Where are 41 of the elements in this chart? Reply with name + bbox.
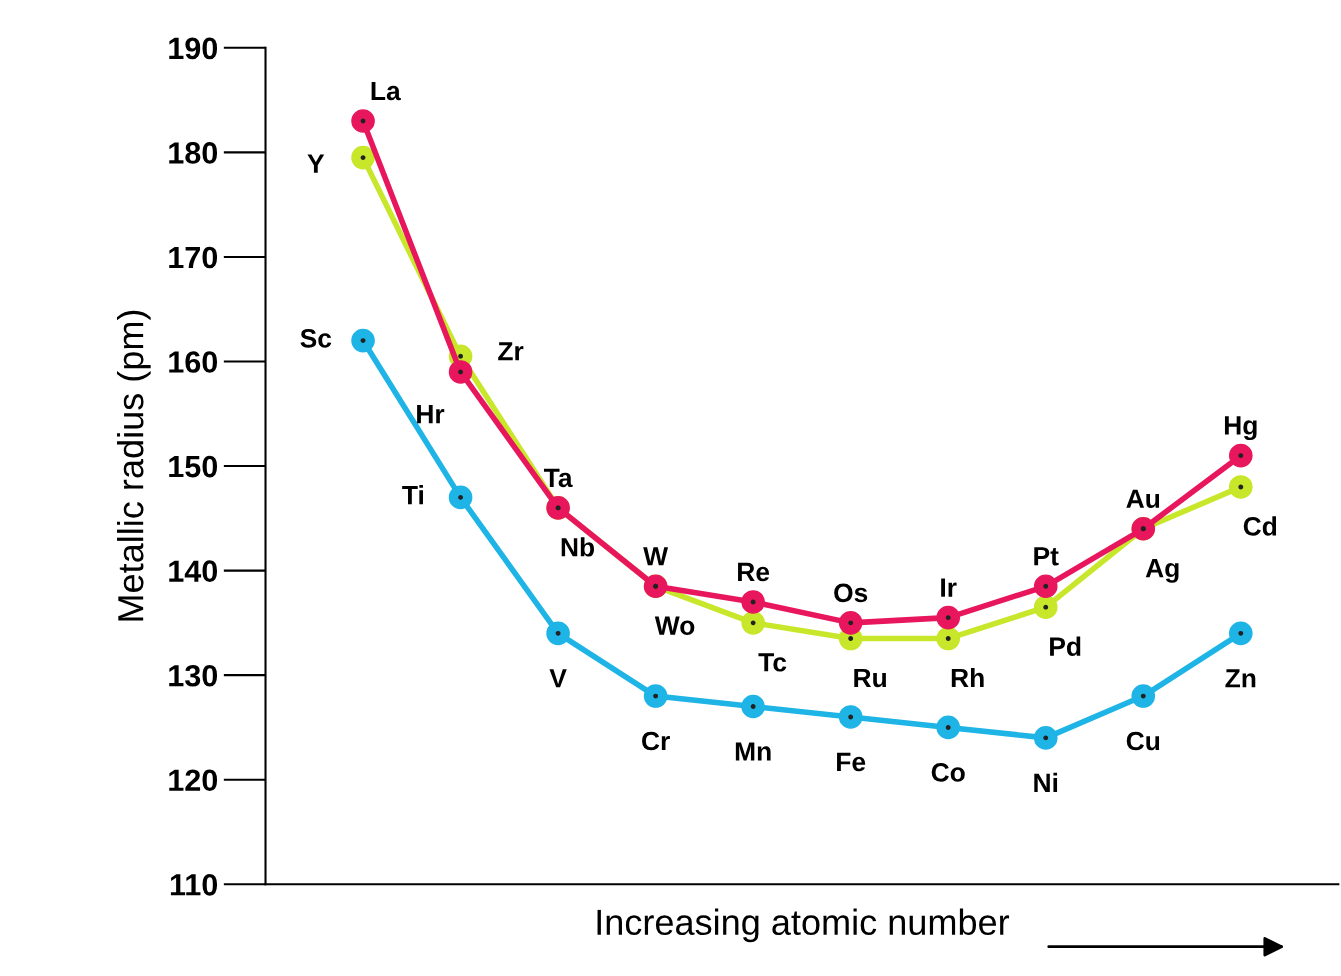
data-label: Nb: [561, 537, 595, 557]
data-label: Co: [931, 763, 965, 782]
data-label: Cr: [642, 731, 670, 751]
y-axis-title: Metallic radius (pm): [116, 310, 151, 621]
y-tick-label: 190: [169, 37, 218, 60]
data-label: Ir: [941, 578, 957, 597]
data-label: Fe: [837, 752, 866, 772]
data-label: V: [549, 669, 567, 688]
data-label: Hr: [417, 405, 445, 424]
data-label: La: [371, 81, 401, 101]
y-tick-label: 130: [169, 664, 218, 687]
data-label: Cd: [1243, 516, 1277, 536]
data-label: Y: [307, 154, 325, 173]
data-label: Os: [834, 583, 868, 603]
data-label: Pt: [1034, 547, 1059, 566]
data-label: Tc: [758, 653, 787, 672]
data-label: Au: [1126, 489, 1160, 509]
data-label: Ta: [543, 468, 573, 488]
data-label: Wo: [654, 616, 695, 636]
data-label: Re: [738, 562, 770, 582]
y-tick-label: 160: [169, 351, 218, 373]
data-label: Zn: [1225, 669, 1256, 688]
y-tick-label: 110: [170, 873, 218, 896]
data-label: Zr: [498, 342, 524, 361]
y-tick-label: 180: [169, 142, 218, 164]
data-label: Ti: [402, 485, 423, 505]
data-label: Rh: [951, 667, 984, 688]
y-tick-label: 120: [169, 769, 218, 792]
y-tick-label: 170: [169, 246, 218, 269]
data-label: Ru: [854, 668, 886, 688]
data-label: Ni: [1034, 772, 1058, 792]
data-label: Pd: [1050, 636, 1081, 656]
data-label: W: [643, 547, 669, 566]
x-axis-title: Increasing atomic number: [597, 908, 1010, 943]
y-tick-label: 140: [169, 560, 218, 582]
data-label: Ag: [1145, 558, 1179, 583]
data-label: Mn: [735, 742, 771, 761]
data-label: Cu: [1126, 731, 1160, 751]
y-tick-label: 150: [169, 455, 218, 478]
data-label: Sc: [300, 328, 332, 348]
data-label: Hg: [1224, 416, 1257, 441]
